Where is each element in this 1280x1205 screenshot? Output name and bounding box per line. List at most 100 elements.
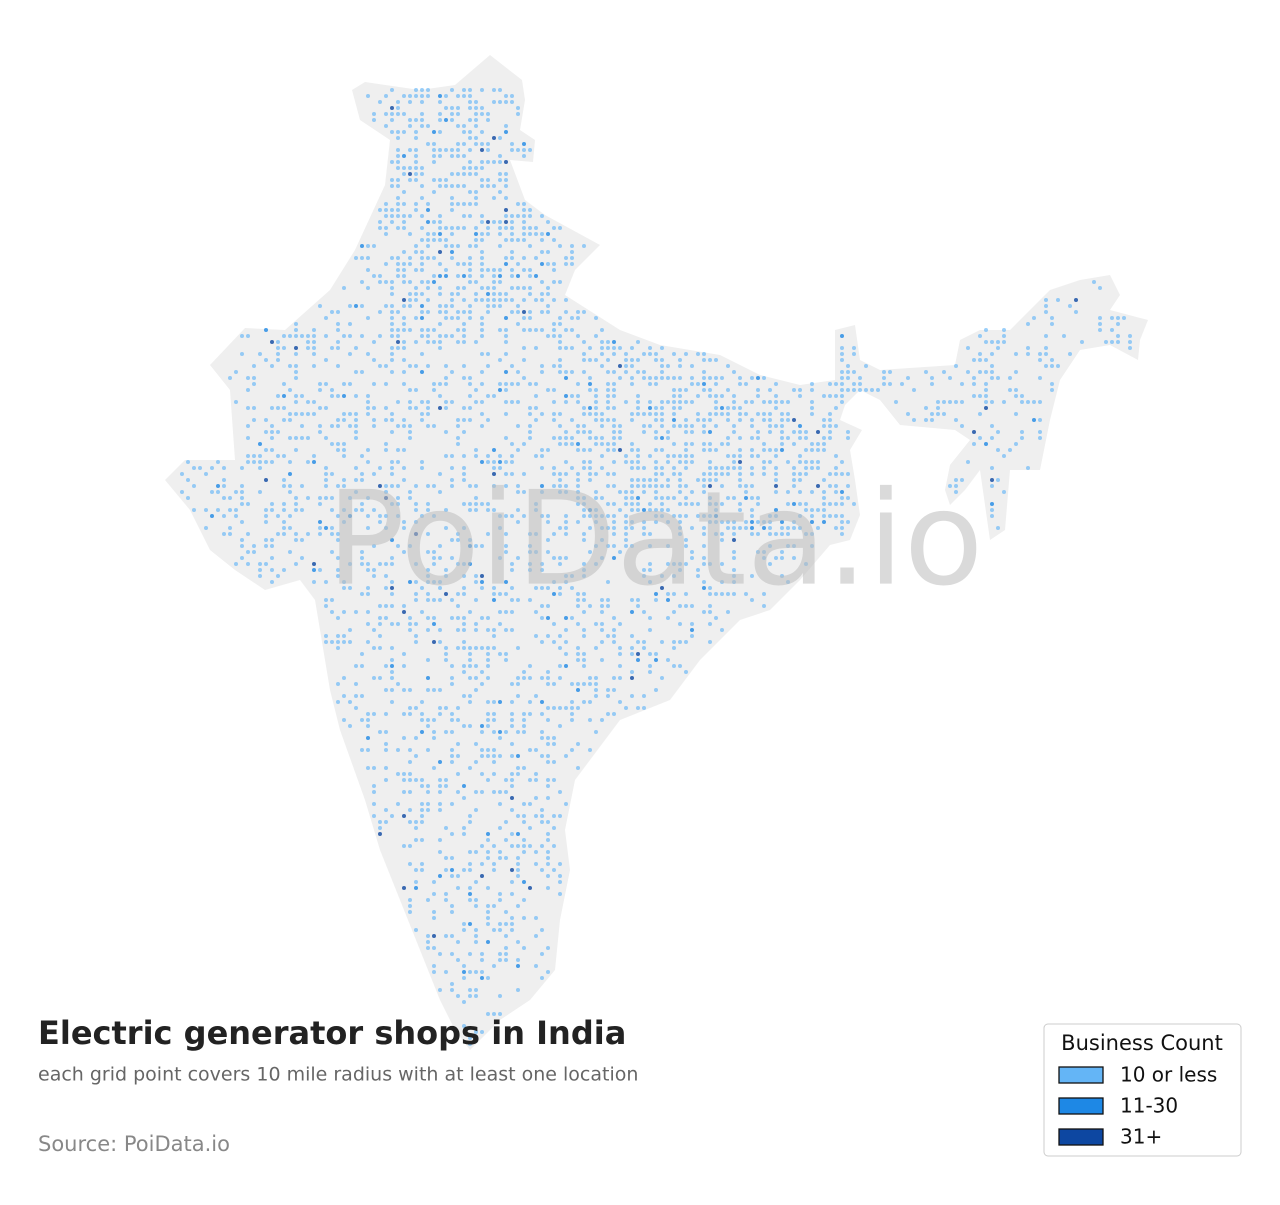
grid-point (474, 904, 478, 908)
grid-point (444, 382, 448, 386)
grid-point (402, 328, 406, 332)
grid-point (408, 712, 412, 716)
grid-point (414, 208, 418, 212)
grid-point (612, 628, 616, 632)
grid-point (762, 448, 766, 452)
grid-point (756, 550, 760, 554)
grid-point (366, 724, 370, 728)
grid-point (840, 526, 844, 530)
grid-point (528, 274, 532, 278)
grid-point (444, 400, 448, 404)
grid-point (726, 496, 730, 500)
grid-point (408, 118, 412, 122)
grid-point (408, 292, 412, 296)
grid-point (414, 736, 418, 740)
grid-point (528, 244, 532, 248)
grid-point (468, 172, 472, 176)
grid-point (546, 550, 550, 554)
grid-point (564, 460, 568, 464)
grid-point (486, 352, 490, 356)
grid-point (468, 694, 472, 698)
grid-point (396, 400, 400, 404)
grid-point (624, 538, 628, 542)
grid-point (786, 460, 790, 464)
grid-point (714, 472, 718, 476)
grid-point (474, 340, 478, 344)
grid-point (462, 694, 466, 698)
grid-point (324, 358, 328, 362)
grid-point (450, 232, 454, 236)
grid-point (528, 676, 532, 680)
grid-point (804, 532, 808, 536)
grid-point (828, 424, 832, 428)
grid-point (624, 520, 628, 524)
grid-point (462, 376, 466, 380)
grid-point (498, 454, 502, 458)
grid-point (516, 112, 520, 116)
grid-point (558, 442, 562, 446)
grid-point (432, 616, 436, 620)
grid-point (780, 430, 784, 434)
grid-point (468, 130, 472, 134)
grid-point (630, 544, 634, 548)
grid-point (468, 406, 472, 410)
grid-point (690, 430, 694, 434)
grid-point (264, 520, 268, 524)
grid-point (792, 418, 796, 422)
grid-point (450, 172, 454, 176)
grid-point (414, 868, 418, 872)
grid-point (474, 118, 478, 122)
grid-point (816, 442, 820, 446)
grid-point (282, 454, 286, 458)
grid-point (732, 526, 736, 530)
grid-point (1002, 340, 1006, 344)
grid-point (432, 970, 436, 974)
grid-point (612, 394, 616, 398)
grid-point (564, 490, 568, 494)
grid-point (414, 148, 418, 152)
grid-point (462, 430, 466, 434)
grid-point (522, 514, 526, 518)
grid-point (822, 508, 826, 512)
grid-point (438, 304, 442, 308)
grid-point (498, 802, 502, 806)
grid-point (678, 358, 682, 362)
grid-point (384, 214, 388, 218)
grid-point (396, 460, 400, 464)
grid-point (768, 448, 772, 452)
grid-point (672, 400, 676, 404)
grid-point (312, 580, 316, 584)
grid-point (474, 502, 478, 506)
grid-point (696, 568, 700, 572)
grid-point (378, 280, 382, 284)
grid-point (576, 706, 580, 710)
grid-point (276, 406, 280, 410)
grid-point (708, 604, 712, 608)
grid-point (378, 310, 382, 314)
grid-point (774, 454, 778, 458)
grid-point (1092, 280, 1096, 284)
grid-point (648, 352, 652, 356)
grid-point (510, 400, 514, 404)
grid-point (504, 94, 508, 98)
grid-point (528, 886, 532, 890)
grid-point (486, 268, 490, 272)
grid-point (462, 154, 466, 158)
grid-point (774, 448, 778, 452)
grid-point (420, 778, 424, 782)
grid-point (492, 508, 496, 512)
grid-point (354, 490, 358, 494)
grid-point (498, 466, 502, 470)
grid-point (762, 418, 766, 422)
grid-point (420, 700, 424, 704)
grid-point (534, 748, 538, 752)
grid-point (546, 754, 550, 758)
grid-point (564, 754, 568, 758)
grid-point (510, 232, 514, 236)
grid-point (510, 712, 514, 716)
grid-point (474, 760, 478, 764)
grid-point (510, 928, 514, 932)
grid-point (450, 466, 454, 470)
grid-point (492, 88, 496, 92)
